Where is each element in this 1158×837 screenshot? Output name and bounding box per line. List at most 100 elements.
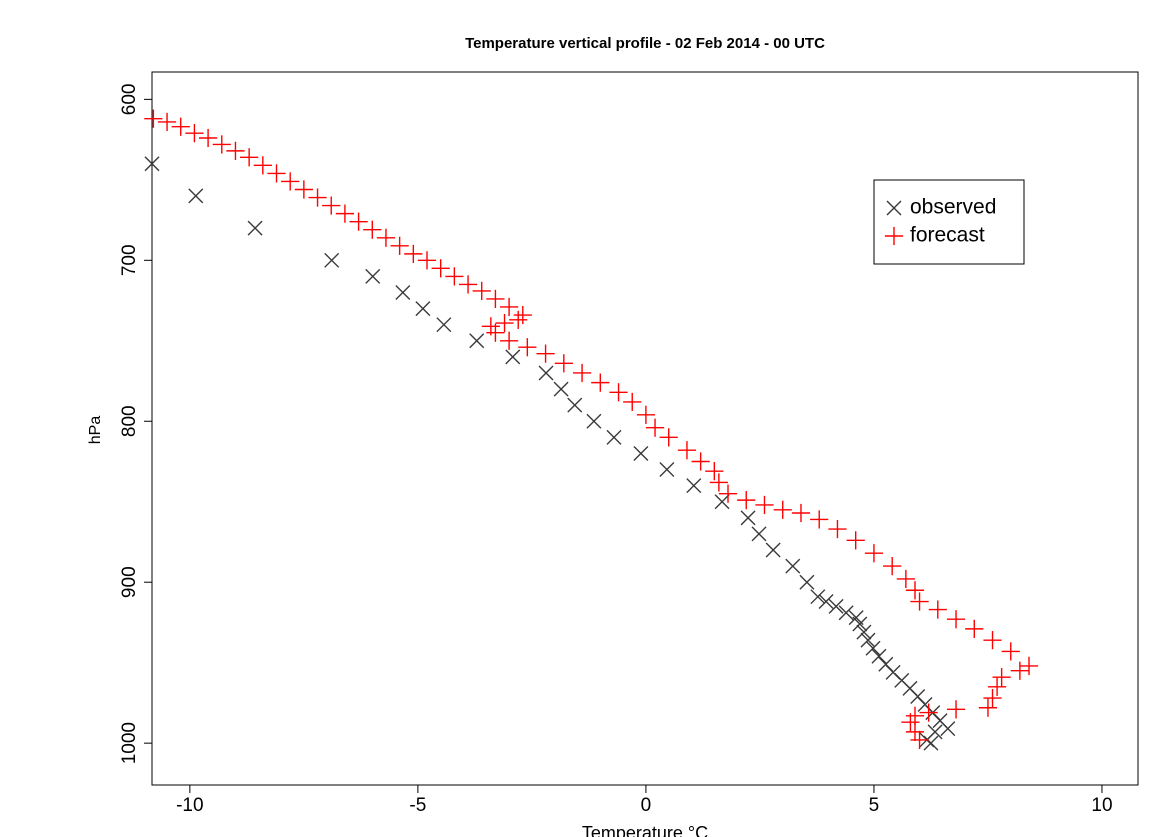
point [538,365,554,381]
marker-stroke [365,268,381,284]
point [349,212,368,231]
y-tick-label: 800 [119,405,140,437]
marker-stroke [714,494,730,510]
point [860,632,876,648]
point [755,495,774,515]
marker-stroke [848,610,864,626]
marker-stroke [395,285,411,300]
y-tick-label: 900 [119,566,140,598]
point [791,503,811,523]
point [677,441,697,460]
point [513,305,532,325]
point [623,392,642,412]
marker-stroke [586,413,602,429]
point [469,333,485,349]
point [499,331,519,350]
marker-stroke [751,526,767,542]
point [335,204,355,223]
marker-stroke [902,680,918,696]
point [928,600,947,619]
marker-stroke [917,697,933,713]
point [253,156,272,175]
point [376,228,396,247]
marker-stroke [633,445,649,461]
point [785,558,801,574]
point [871,648,887,664]
point [606,429,622,445]
point [144,156,160,172]
point [499,297,519,317]
point [645,418,665,437]
marker-stroke [878,656,894,672]
marker-stroke [538,365,554,381]
point [609,383,628,402]
point [983,631,1002,650]
y-tick-label: 1000 [119,722,140,764]
point [810,589,826,605]
point [636,405,656,424]
point [267,164,286,183]
marker-stroke [659,462,675,478]
y-axis-label: hPa [87,416,104,445]
point [691,452,710,471]
point [910,592,929,611]
x-tick-label: -5 [409,795,426,816]
marker-stroke [505,349,521,365]
marker-stroke [247,220,263,236]
marker-stroke [871,648,887,664]
point [905,722,925,741]
point [415,301,431,317]
point [946,610,966,629]
marker-stroke [324,252,340,268]
point [865,640,881,656]
point [633,445,649,461]
point [240,148,259,167]
y-tick-label: 700 [119,244,140,276]
point [810,510,829,529]
marker-stroke [828,598,844,614]
marker-stroke [686,478,702,494]
point [281,172,300,191]
point [458,275,478,294]
marker-stroke [785,558,801,574]
marker-stroke [799,574,815,590]
marker-stroke [865,640,881,656]
point [395,285,411,300]
point [324,252,340,268]
point [686,478,702,494]
point [365,268,381,284]
point [705,462,724,481]
point [188,188,204,204]
point [910,730,929,750]
point [901,713,920,732]
point [363,220,382,239]
marker-stroke [765,542,781,558]
chart-title: Temperature vertical profile - 02 Feb 20… [465,35,825,52]
point [436,317,452,333]
marker-stroke [923,735,939,751]
point [1010,661,1029,680]
marker-stroke [940,721,956,737]
marker-stroke [852,616,868,632]
plot-frame [151,71,1139,786]
point [390,236,409,255]
point [586,413,602,429]
point [486,289,505,309]
y-tick-label: 600 [119,84,140,116]
point [144,109,163,128]
point [417,251,437,270]
legend-box [873,179,1025,265]
point [828,519,847,539]
point [838,605,854,621]
point [765,542,781,558]
point [518,338,537,357]
x-tick-label: 0 [641,795,652,816]
point [919,703,938,722]
point [185,124,204,143]
point [505,349,521,365]
point [171,117,190,136]
marker-stroke [553,381,569,397]
marker-stroke [810,589,826,605]
point [923,735,939,751]
